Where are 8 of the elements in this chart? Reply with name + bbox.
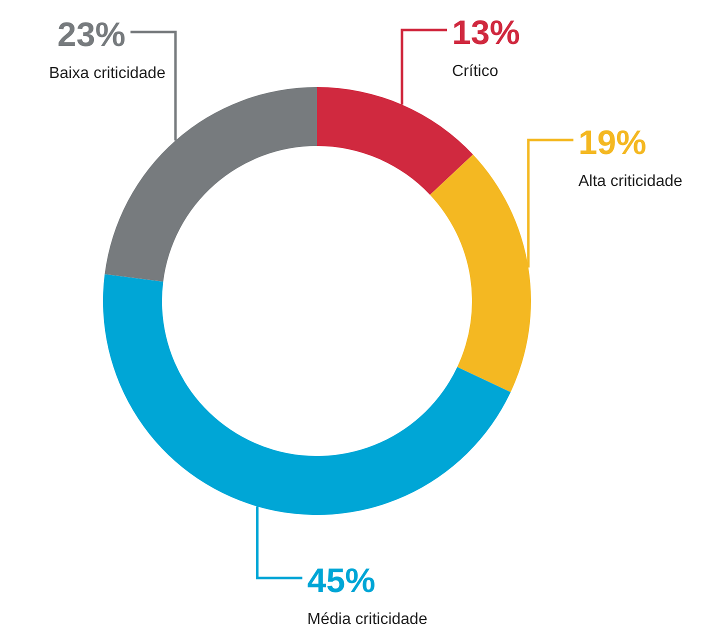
slice-label: Alta criticidade	[578, 173, 683, 190]
slice-label: Média criticidade	[307, 611, 428, 627]
slice-label: Crítico	[452, 63, 498, 80]
data-label: 13%	[452, 14, 520, 52]
data-label: 19%	[578, 124, 646, 162]
data-label: 45%	[307, 562, 376, 600]
slice-label: Baixa criticidade	[48, 65, 166, 82]
data-label: 23%	[57, 16, 126, 54]
